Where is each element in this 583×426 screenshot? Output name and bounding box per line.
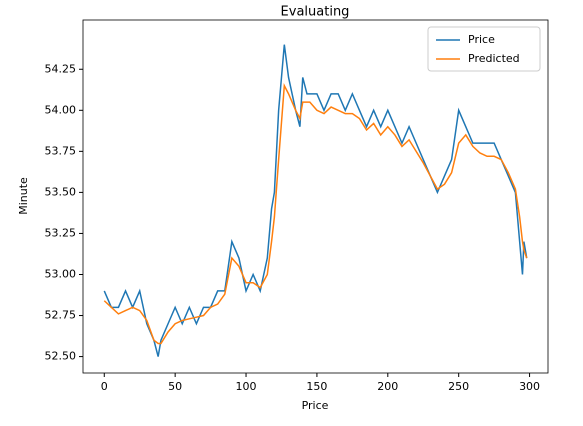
x-tick-label: 0 — [101, 380, 108, 393]
x-tick-label: 300 — [519, 380, 540, 393]
legend-label: Predicted — [468, 52, 520, 65]
y-tick-label: 53.75 — [45, 144, 77, 157]
y-tick-label: 54.00 — [45, 103, 77, 116]
chart-title: Evaluating — [281, 5, 350, 20]
series-line — [103, 82, 528, 345]
y-tick-label: 54.25 — [45, 62, 77, 75]
plot-frame — [82, 19, 549, 374]
x-axis-label: Price — [302, 399, 329, 412]
y-tick-label: 53.50 — [45, 185, 77, 198]
x-tick-label: 200 — [377, 380, 398, 393]
y-tick-label: 53.00 — [45, 267, 77, 280]
x-tick-label: 50 — [168, 380, 182, 393]
x-tick-label: 150 — [306, 380, 327, 393]
legend-label: Price — [468, 33, 495, 46]
series-line — [103, 44, 528, 357]
y-axis-label: Minute — [17, 177, 30, 215]
x-tick-label: 100 — [236, 380, 257, 393]
y-tick-label: 52.75 — [45, 309, 77, 322]
x-tick-label: 250 — [448, 380, 469, 393]
y-tick-label: 53.25 — [45, 226, 77, 239]
y-tick-label: 52.50 — [45, 350, 77, 363]
legend-box — [427, 26, 541, 72]
